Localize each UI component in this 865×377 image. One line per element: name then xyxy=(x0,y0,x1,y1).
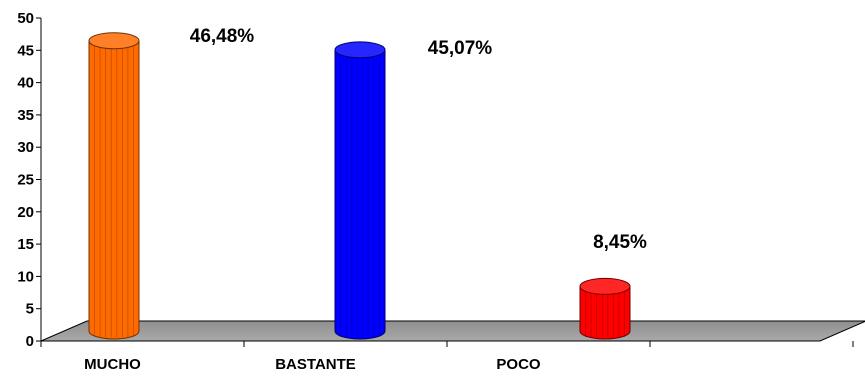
category-label-poco: POCO xyxy=(496,356,541,373)
y-tick-label: 25 xyxy=(17,172,34,189)
y-tick-label: 20 xyxy=(17,204,34,221)
y-tick-label: 45 xyxy=(17,42,34,59)
y-tick-label: 40 xyxy=(17,75,34,92)
bar-mucho xyxy=(88,32,140,340)
y-tick-label: 10 xyxy=(17,268,34,285)
chart-floor xyxy=(40,320,865,342)
data-label-mucho: 46,48% xyxy=(190,26,255,47)
data-label-poco: 8,45% xyxy=(593,232,647,253)
y-tick-label: 35 xyxy=(17,107,34,124)
y-tick-label: 0 xyxy=(26,333,34,350)
y-tick-label: 5 xyxy=(26,301,34,318)
bar-bastante xyxy=(334,41,386,340)
y-tick-label: 15 xyxy=(17,236,34,253)
y-tick-label: 30 xyxy=(17,139,34,156)
bar-poco xyxy=(579,277,631,340)
category-label-bastante: BASTANTE xyxy=(275,356,356,373)
y-tick-label: 50 xyxy=(17,10,34,27)
data-label-bastante: 45,07% xyxy=(428,38,493,59)
category-label-mucho: MUCHO xyxy=(84,356,141,373)
